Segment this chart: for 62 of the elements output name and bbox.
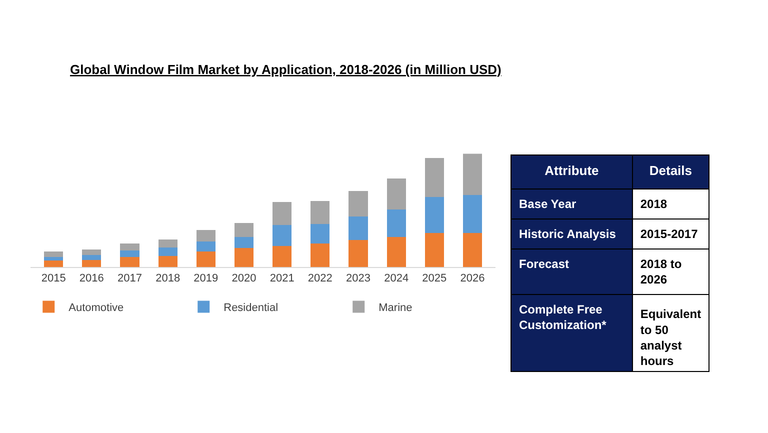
chart-title: Global Window Film Market by Application, 2018-2026 (in Million USD) — [70, 62, 502, 77]
x-tick-label: 2015 — [41, 272, 66, 284]
bar — [272, 246, 292, 268]
bar — [386, 178, 406, 210]
bar — [196, 241, 216, 252]
x-tick-label: 2024 — [384, 272, 409, 284]
text: Forecast — [519, 257, 570, 271]
bar — [310, 243, 330, 268]
bar — [234, 237, 254, 248]
bar — [158, 239, 178, 248]
bar — [158, 248, 178, 256]
x-tick-label: 2023 — [346, 272, 370, 284]
bar — [386, 209, 406, 238]
bar — [196, 252, 216, 268]
text: Historic Analysis — [519, 227, 616, 241]
text: 2015-2017 — [640, 227, 698, 241]
x-tick-label: 2017 — [118, 272, 142, 284]
bar — [82, 260, 102, 268]
bar — [158, 256, 178, 268]
x-tick-label: 2018 — [156, 272, 180, 284]
bar — [44, 252, 64, 257]
x-tick-label: 2021 — [270, 272, 294, 284]
text: 2018 to 2026 — [640, 257, 682, 287]
text: Base Year — [519, 197, 576, 211]
bar — [44, 256, 64, 261]
legend-label: Residential — [224, 302, 278, 314]
x-tick-label: 2022 — [308, 272, 332, 284]
bar — [348, 190, 368, 217]
legend-label: Marine — [378, 302, 412, 314]
bar — [120, 250, 140, 257]
bar — [424, 158, 444, 198]
category-label: Details — [649, 163, 692, 178]
bar — [272, 224, 292, 246]
bar — [196, 230, 216, 242]
x-tick-label: 2020 — [232, 272, 256, 284]
bar — [348, 240, 368, 268]
x-tick-label: 2026 — [460, 272, 485, 284]
bar — [310, 201, 330, 224]
x-tick-label: 2019 — [194, 272, 218, 284]
text: Complete Free Customization* — [519, 302, 606, 332]
bar — [424, 233, 444, 268]
bar — [120, 243, 140, 251]
category-label: Attribute — [544, 163, 599, 178]
bar — [462, 154, 482, 196]
text: Equivalent to 50 analyst hours — [640, 307, 702, 368]
bar — [234, 248, 254, 268]
bar — [348, 216, 368, 240]
bar — [386, 237, 406, 268]
text: 2018 — [640, 197, 668, 211]
bar — [310, 224, 330, 244]
bar — [272, 202, 292, 225]
x-tick-label: 2016 — [79, 272, 104, 284]
bar — [120, 256, 140, 268]
bar — [44, 260, 64, 268]
bar — [82, 254, 102, 260]
bar — [82, 250, 102, 255]
bar — [424, 197, 444, 234]
bar — [462, 233, 482, 268]
bar — [234, 222, 254, 238]
bar — [462, 195, 482, 234]
legend-label: Automotive — [68, 302, 124, 314]
x-tick-label: 2025 — [422, 272, 447, 284]
